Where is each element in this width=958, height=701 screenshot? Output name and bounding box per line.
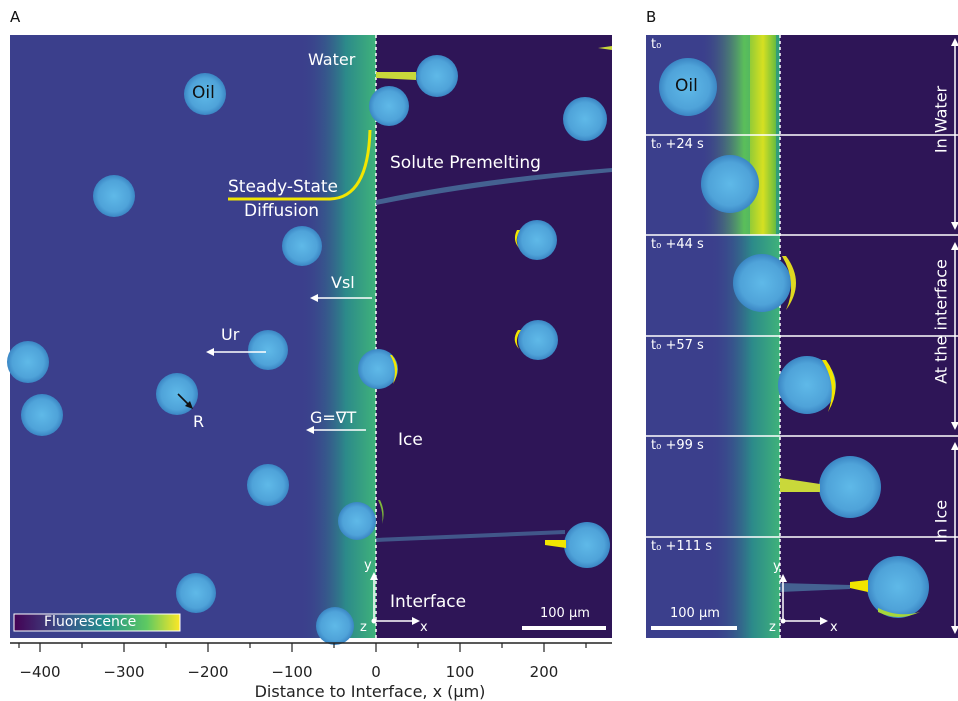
side-label-in-water: In Water — [931, 85, 951, 154]
label-oil-b: Oil — [675, 76, 698, 96]
frame-label-1: t₀ +24 s — [651, 137, 704, 152]
tick-label: 0 — [371, 663, 381, 681]
label-steady-state: Steady-State — [228, 177, 339, 197]
label-vsl: Vsl — [331, 273, 355, 292]
colorbar-label: Fluorescence — [44, 614, 137, 630]
axis-label-y-b: y — [773, 559, 781, 574]
steady-state-curve — [228, 129, 372, 201]
axes-indicator-b — [779, 574, 828, 625]
x-axis-ticks — [18, 643, 587, 652]
axes-indicator-a — [370, 572, 420, 625]
arrows-a — [177, 294, 372, 434]
label-r: R — [193, 412, 205, 431]
frame-label-0: t₀ — [651, 37, 662, 52]
label-ice: Ice — [398, 430, 423, 450]
tick-label: −300 — [103, 663, 145, 681]
side-arrows-b — [951, 38, 958, 634]
frame-label-4: t₀ +99 s — [651, 438, 704, 453]
axis-label-x-b: x — [830, 620, 838, 635]
frame-label-2: t₀ +44 s — [651, 237, 704, 252]
axis-label-x-a: x — [420, 620, 428, 635]
x-axis-label: Distance to Interface, x (µm) — [254, 682, 486, 701]
tick-label: 200 — [529, 663, 559, 681]
scale-bar-a — [522, 626, 606, 630]
tick-label: −200 — [187, 663, 229, 681]
panel-letter-a: A — [10, 8, 21, 26]
label-gradient: G=∇T — [310, 408, 357, 427]
label-oil: Oil — [192, 83, 215, 103]
droplets-b — [659, 58, 929, 618]
label-water: Water — [308, 50, 356, 69]
premelting-film — [376, 168, 612, 205]
droplets-a — [7, 55, 610, 645]
label-interface: Interface — [390, 592, 467, 612]
label-solute-premelting: Solute Premelting — [390, 153, 541, 173]
tick-label: −400 — [19, 663, 61, 681]
frame-label-3: t₀ +57 s — [651, 338, 704, 353]
frame-label-5: t₀ +111 s — [651, 539, 713, 554]
scale-bar-label-b: 100 µm — [670, 606, 720, 621]
frame-dividers — [646, 134, 958, 538]
label-ur: Ur — [221, 325, 240, 344]
tick-label: 100 — [445, 663, 475, 681]
panel-a-diffusion-front — [300, 35, 376, 638]
tick-label: −100 — [271, 663, 313, 681]
axis-label-y-a: y — [364, 558, 372, 573]
scale-bar-label-a: 100 µm — [540, 606, 590, 621]
yellow-highlights-b — [780, 256, 920, 617]
panel-letter-b: B — [646, 8, 657, 26]
side-label-at-interface: At the interface — [931, 259, 951, 384]
axis-label-z-a: z — [360, 620, 367, 635]
side-label-in-ice: In Ice — [931, 499, 951, 544]
yellow-highlights-a — [376, 46, 612, 548]
colorbar — [13, 613, 181, 632]
axis-label-z-b: z — [769, 620, 776, 635]
label-diffusion: Diffusion — [244, 201, 320, 221]
scale-bar-b — [651, 626, 737, 630]
